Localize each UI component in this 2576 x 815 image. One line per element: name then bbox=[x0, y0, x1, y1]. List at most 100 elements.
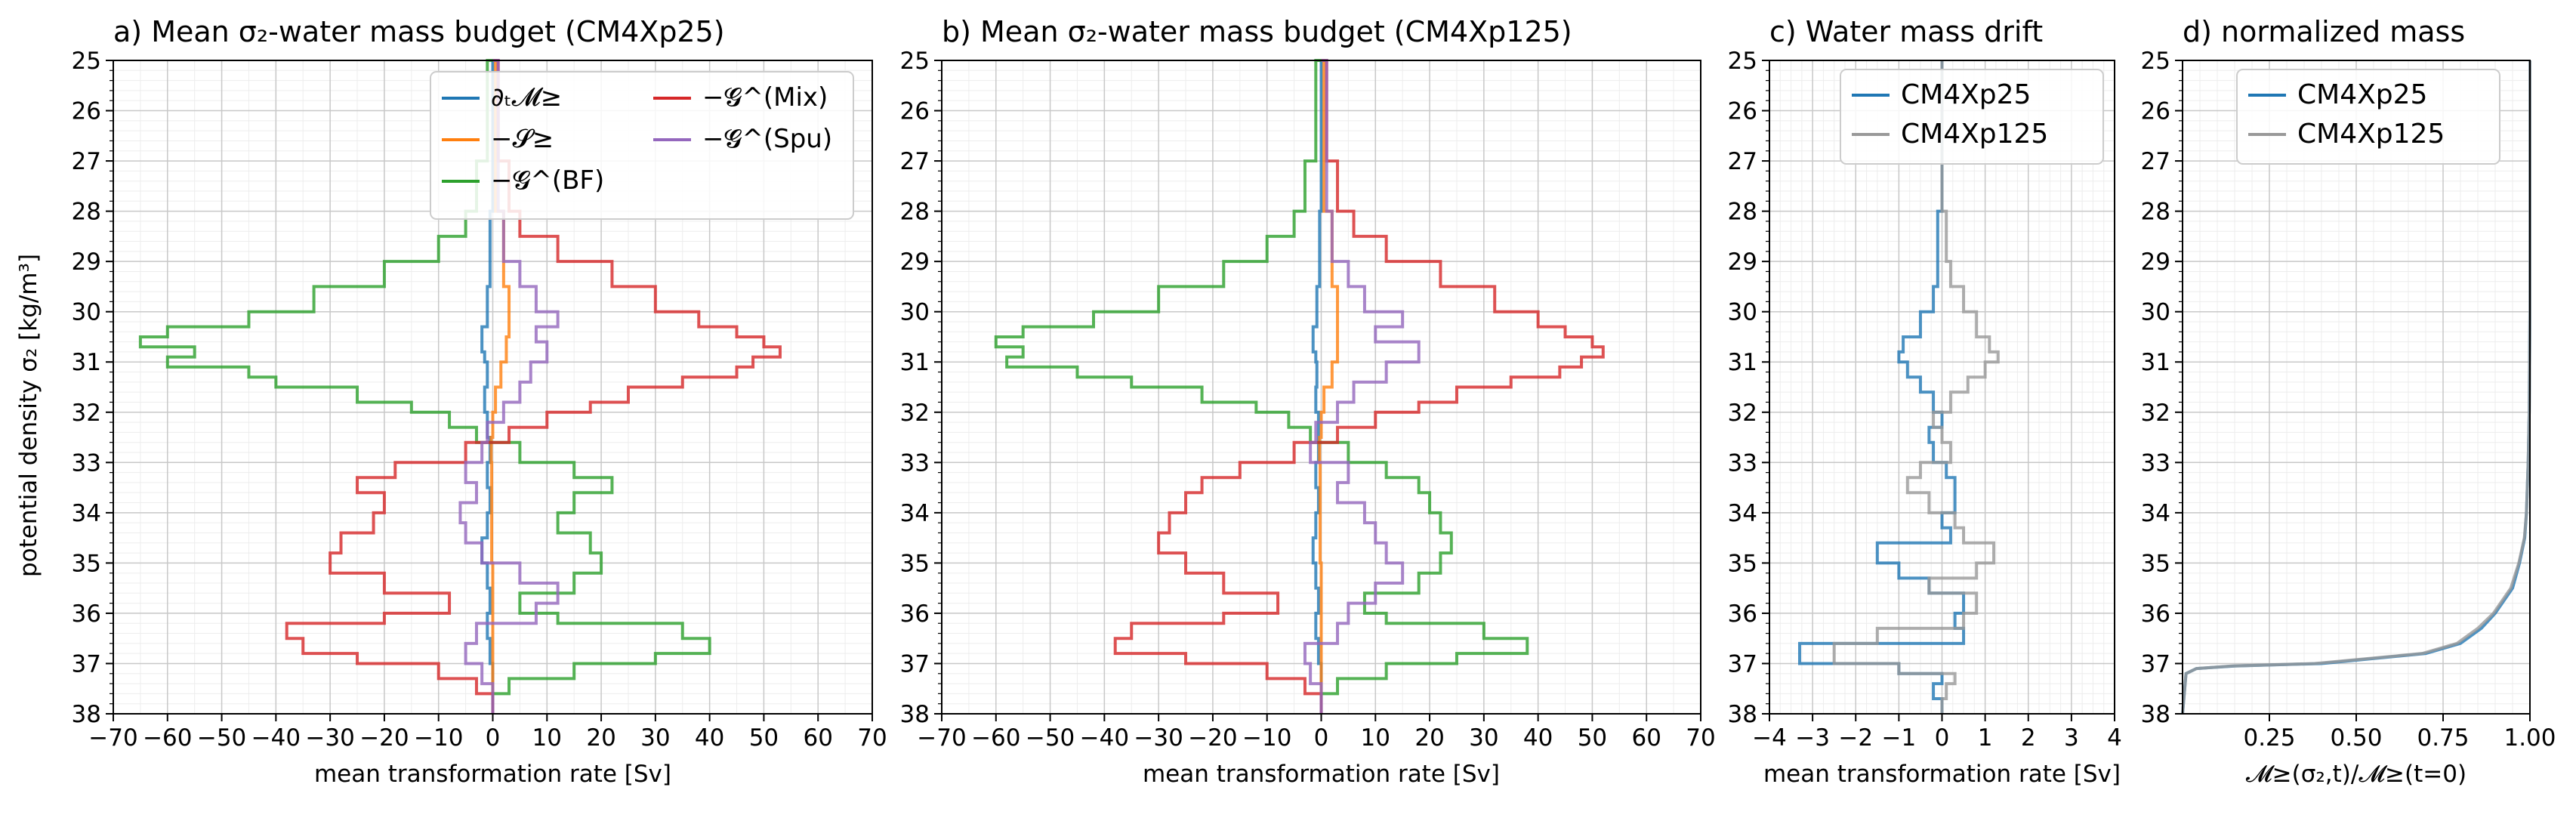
x-tick-label: 60 bbox=[1631, 724, 1661, 752]
x-tick-label: −20 bbox=[1188, 724, 1237, 752]
series-line-a-4 bbox=[458, 59, 560, 714]
x-tick-label: −30 bbox=[1134, 724, 1183, 752]
y-tick-label: 29 bbox=[2141, 249, 2170, 276]
x-tick-label: 50 bbox=[749, 724, 779, 752]
legend-label: −𝓖^(BF) bbox=[491, 165, 604, 196]
y-tick-label: 28 bbox=[72, 199, 101, 226]
x-tick-label: 3 bbox=[2064, 724, 2079, 752]
x-tick-label: −2 bbox=[1838, 724, 1873, 752]
x-tick-label: −50 bbox=[197, 724, 246, 752]
y-tick-label: 38 bbox=[72, 701, 101, 728]
y-tick-label: 34 bbox=[72, 500, 101, 527]
panel-a: a) Mean σ₂-water mass budget (CM4Xp25) −… bbox=[72, 15, 887, 788]
series-line-c-0 bbox=[1797, 60, 1966, 714]
x-tick-label: −40 bbox=[1080, 724, 1129, 752]
series-line-c-1 bbox=[1832, 60, 2000, 714]
series-line-b-0 bbox=[1311, 60, 1323, 714]
y-tick-label: 35 bbox=[900, 550, 930, 577]
x-tick-label: −3 bbox=[1795, 724, 1830, 752]
y-tick-label: 25 bbox=[2141, 48, 2170, 75]
y-tick-label: 36 bbox=[72, 600, 101, 628]
x-tick-label: 0.50 bbox=[2330, 724, 2382, 752]
panel-b-yticks: 25 26 27 28 29 30 31 32 33 34 35 36 37 38 bbox=[900, 48, 942, 728]
panel-c-legend: CM4Xp25 CM4Xp125 bbox=[1840, 69, 2104, 165]
x-tick-label: 10 bbox=[1361, 724, 1390, 752]
y-tick-label: 36 bbox=[1728, 600, 1757, 628]
y-tick-label: 26 bbox=[2141, 98, 2170, 125]
legend-label: −𝓖^(Spu) bbox=[702, 124, 832, 154]
y-tick-label: 37 bbox=[900, 650, 930, 678]
series-line-a-2 bbox=[138, 59, 711, 714]
x-tick-label: 1.00 bbox=[2504, 724, 2556, 752]
y-tick-label: 25 bbox=[900, 48, 930, 75]
x-tick-label: 4 bbox=[2107, 724, 2122, 752]
panel-c-xticks: −4 −3 −2 −1 0 1 2 3 4 bbox=[1752, 714, 2122, 752]
panel-d-xticks: 0.25 0.50 0.75 1.00 bbox=[2243, 714, 2556, 752]
y-tick-label: 31 bbox=[72, 349, 101, 376]
x-tick-label: 0.75 bbox=[2417, 724, 2469, 752]
x-tick-label: −40 bbox=[251, 724, 301, 752]
x-tick-label: 0.25 bbox=[2243, 724, 2295, 752]
y-tick-label: 26 bbox=[900, 98, 930, 125]
y-tick-label: 33 bbox=[1728, 449, 1757, 477]
y-tick-label: 35 bbox=[72, 550, 101, 577]
y-tick-label: 32 bbox=[72, 400, 101, 427]
panel-c-grid bbox=[1769, 60, 2115, 715]
series-line-b-3 bbox=[1113, 59, 1605, 714]
y-tick-label: 26 bbox=[1728, 98, 1757, 125]
x-tick-label: 40 bbox=[1523, 724, 1553, 752]
y-tick-label: 31 bbox=[900, 349, 930, 376]
legend-label: −𝓢≥ bbox=[491, 124, 554, 154]
panel-c-xlabel: mean transformation rate [Sv] bbox=[1763, 761, 2121, 788]
x-tick-label: 30 bbox=[1469, 724, 1498, 752]
x-tick-label: −4 bbox=[1752, 724, 1787, 752]
y-tick-label: 27 bbox=[1728, 148, 1757, 175]
panel-a-xticks: −70 −60 −50 −40 −30 −20 −10 0 10 20 30 40 50 60 70 bbox=[88, 714, 887, 752]
legend-label: CM4Xp25 bbox=[2297, 79, 2427, 110]
panel-b-title: b) Mean σ₂-water mass budget (CM4Xp125) bbox=[942, 15, 1572, 48]
x-tick-label: 2 bbox=[2021, 724, 2036, 752]
panel-a-xlabel: mean transformation rate [Sv] bbox=[314, 761, 671, 788]
panel-a-legend: ∂ₜ𝓜≥ −𝓢≥ −𝓖^(BF) −𝓖^(Mix) −𝓖^(Spu) bbox=[430, 71, 854, 220]
y-tick-label: 25 bbox=[72, 48, 101, 75]
legend-label: −𝓖^(Mix) bbox=[702, 82, 828, 113]
y-tick-label: 31 bbox=[1728, 349, 1757, 376]
legend-box bbox=[430, 71, 854, 220]
panel-d-title: d) normalized mass bbox=[2183, 15, 2465, 48]
x-tick-label: 1 bbox=[1978, 724, 1993, 752]
panel-b: b) Mean σ₂-water mass budget (CM4Xp125) … bbox=[900, 15, 1716, 788]
panel-a-plot bbox=[138, 59, 782, 714]
y-tick-label: 26 bbox=[72, 98, 101, 125]
legend-label: CM4Xp125 bbox=[2297, 119, 2445, 150]
x-tick-label: 20 bbox=[586, 724, 615, 752]
x-tick-label: 50 bbox=[1578, 724, 1607, 752]
y-tick-label: 34 bbox=[1728, 500, 1757, 527]
x-tick-label: −70 bbox=[917, 724, 966, 752]
y-tick-label: 28 bbox=[900, 199, 930, 226]
y-tick-label: 29 bbox=[72, 249, 101, 276]
y-tick-label: 32 bbox=[1728, 400, 1757, 427]
panel-a-title: a) Mean σ₂-water mass budget (CM4Xp25) bbox=[113, 15, 725, 48]
x-tick-label: −70 bbox=[88, 724, 137, 752]
y-tick-label: 33 bbox=[900, 449, 930, 477]
panel-a-yticks: 25 26 27 28 29 30 31 32 33 34 35 36 37 38 bbox=[72, 48, 113, 728]
legend-label: CM4Xp125 bbox=[1901, 119, 2048, 150]
y-tick-label: 33 bbox=[72, 449, 101, 477]
y-axis-label: potential density σ₂ [kg/m³] bbox=[15, 254, 42, 577]
x-tick-label: −50 bbox=[1026, 724, 1075, 752]
x-tick-label: −60 bbox=[971, 724, 1020, 752]
y-tick-label: 29 bbox=[1728, 249, 1757, 276]
y-tick-label: 27 bbox=[900, 148, 930, 175]
panel-c-title: c) Water mass drift bbox=[1769, 15, 2043, 48]
y-tick-label: 29 bbox=[900, 249, 930, 276]
y-tick-label: 32 bbox=[2141, 400, 2170, 427]
x-tick-label: −10 bbox=[414, 724, 463, 752]
x-tick-label: 30 bbox=[640, 724, 670, 752]
y-tick-label: 37 bbox=[1728, 650, 1757, 678]
panel-d: d) normalized mass 0.25 0.50 0.75 1.00 25 26… bbox=[2141, 15, 2556, 788]
panel-d-yticks: 25 26 27 28 29 30 31 32 33 34 35 36 37 38 bbox=[2141, 48, 2183, 728]
y-tick-label: 38 bbox=[1728, 701, 1757, 728]
x-tick-label: −10 bbox=[1242, 724, 1291, 752]
y-tick-label: 25 bbox=[1728, 48, 1757, 75]
y-tick-label: 28 bbox=[2141, 199, 2170, 226]
